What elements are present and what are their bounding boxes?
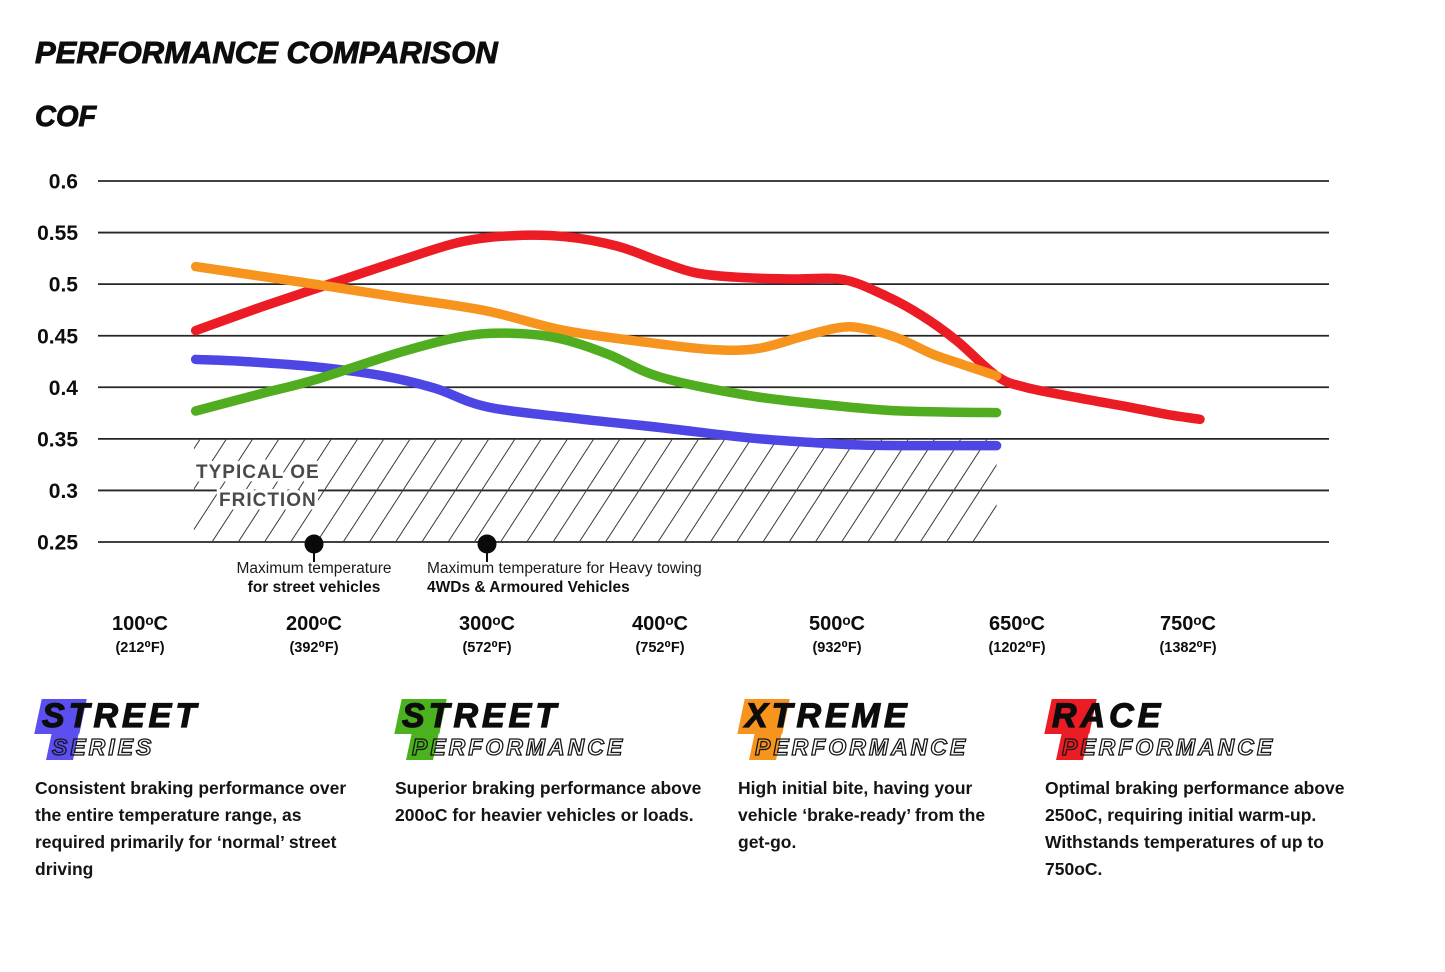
- max-temp-marker-1: [304, 534, 324, 554]
- y-tick-label: 0.5: [49, 274, 79, 297]
- logo-word-top: STREET: [401, 697, 561, 735]
- x-tick-label: 400ᵒC: [632, 613, 688, 635]
- street-performance-logo: STREET PERFORMANCE: [394, 697, 713, 770]
- logo-word-bottom: SERIES: [51, 734, 155, 760]
- legend-item-xtreme-performance: XTREME PERFORMANCE High initial bite, ha…: [737, 697, 1010, 856]
- legend-item-race-performance: RACE PERFORMANCE Optimal braking perform…: [1044, 697, 1373, 883]
- legend-item-street-performance: STREET PERFORMANCE Superior braking perf…: [394, 697, 713, 829]
- y-tick-label: 0.6: [49, 171, 78, 194]
- cof-line-chart: 0.6 0.55 0.5 0.45 0.4 0.35 0.3 0.25 TYPICAL OE FR…: [37, 171, 1329, 656]
- oe-band-label-line2: FRICTION: [219, 490, 317, 511]
- legend-description: Optimal braking performance above 250oC,…: [1045, 778, 1345, 879]
- race-performance-logo: RACE PERFORMANCE: [1044, 697, 1373, 770]
- max-temp-marker-2: [477, 534, 497, 554]
- x-tick-label: 300ᵒC: [459, 613, 515, 635]
- x-tick-label: 500ᵒC: [809, 613, 865, 635]
- x-tick-sublabel: (1382⁰F): [1159, 640, 1216, 656]
- series-line-xtreme-performance: [190, 261, 1002, 381]
- x-tick-sublabel: (752⁰F): [635, 640, 684, 656]
- annotation-line2: 4WDs & Armoured Vehicles: [427, 579, 630, 596]
- annotation-line1: Maximum temperature for Heavy towing: [427, 560, 702, 577]
- x-tick-sublabel: (932⁰F): [812, 640, 861, 656]
- annotation-line1: Maximum temperature: [236, 560, 391, 577]
- y-tick-label: 0.55: [37, 222, 78, 245]
- logo-word-bottom: PERFORMANCE: [411, 734, 626, 760]
- x-tick-sublabel: (572⁰F): [462, 640, 511, 656]
- logo-word-top: STREET: [41, 697, 201, 735]
- logo-word-bottom: PERFORMANCE: [1061, 734, 1276, 760]
- series-line-street-performance: [190, 328, 1002, 418]
- oe-band-label-line1: TYPICAL OE: [196, 462, 320, 483]
- y-axis-title: COF: [35, 101, 97, 134]
- y-tick-label: 0.35: [37, 428, 78, 451]
- page-title: PERFORMANCE COMPARISON: [35, 35, 499, 70]
- y-tick-label: 0.45: [37, 325, 78, 348]
- legend-description: Superior braking performance above 200oC…: [395, 778, 702, 825]
- series-line-street-series: [190, 354, 1002, 451]
- x-tick-label: 200ᵒC: [286, 613, 342, 635]
- street-series-logo: STREET SERIES: [34, 697, 357, 770]
- series-line-race-performance: [190, 230, 1205, 425]
- legend-description: High initial bite, having your vehicle ‘…: [738, 778, 986, 852]
- y-tick-label: 0.25: [37, 532, 78, 555]
- y-tick-label: 0.3: [49, 480, 78, 503]
- xtreme-performance-logo: XTREME PERFORMANCE: [737, 697, 1010, 770]
- logo-word-top: RACE: [1051, 697, 1165, 735]
- x-tick-label: 750ᵒC: [1160, 613, 1216, 635]
- x-tick-sublabel: (1202⁰F): [988, 640, 1045, 656]
- x-tick-sublabel: (392⁰F): [289, 640, 338, 656]
- legend-item-street-series: STREET SERIES Consistent braking perform…: [34, 697, 357, 883]
- logo-word-bottom: PERFORMANCE: [754, 734, 969, 760]
- x-tick-label: 650ᵒC: [989, 613, 1045, 635]
- legend-description: Consistent braking performance over the …: [35, 778, 347, 879]
- x-tick-label: 100ᵒC: [112, 613, 168, 635]
- typical-oe-friction-band: [193, 438, 997, 542]
- y-tick-label: 0.4: [49, 377, 79, 400]
- logo-word-top: XTREME: [744, 697, 911, 735]
- annotation-line2: for street vehicles: [248, 579, 381, 596]
- x-tick-sublabel: (212⁰F): [115, 640, 164, 656]
